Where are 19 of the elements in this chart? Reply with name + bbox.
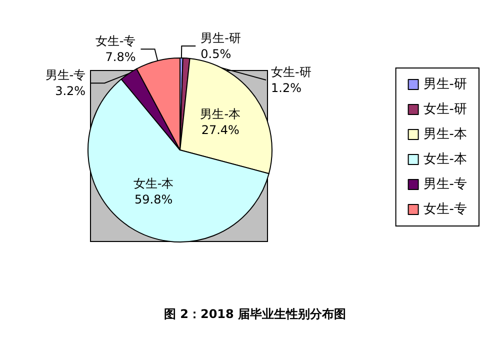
slice-label: 女生-专 [95, 34, 136, 48]
data-label: 59.8% [134, 192, 173, 206]
slice-label: 女生-本 [133, 176, 174, 190]
legend-label: 男生-专 [423, 177, 468, 192]
text: 图 2：2018 届毕业生性别分布图 [164, 307, 346, 321]
legend-label: 男生-本 [423, 127, 468, 142]
slice-label: 男生-专 [45, 68, 86, 82]
slice-label: 男生-本 [200, 107, 241, 122]
legend-label: 女生-研 [423, 102, 468, 117]
data-label: 3.2% [55, 84, 86, 98]
data-label: 0.5% [200, 47, 232, 62]
slice-label: 女生-研 [271, 65, 312, 80]
legend-label: 女生-专 [423, 202, 468, 217]
legend-label: 女生-本 [423, 152, 468, 167]
data-label: 27.4% [201, 123, 240, 138]
data-label: 7.8% [105, 50, 136, 64]
data-label: 1.2% [271, 81, 302, 96]
slice-label: 男生-研 [200, 31, 241, 46]
legend-label: 男生-研 [423, 77, 468, 92]
